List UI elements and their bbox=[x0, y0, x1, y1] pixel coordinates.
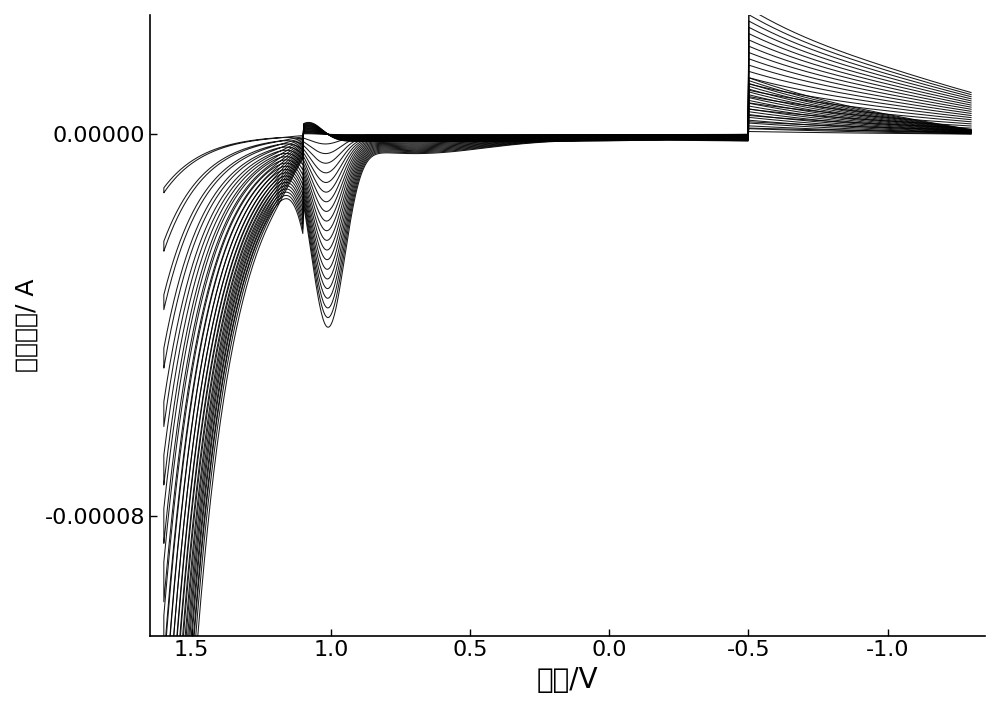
Y-axis label: 响应电流/ A: 响应电流/ A bbox=[15, 279, 39, 372]
X-axis label: 电位/V: 电位/V bbox=[537, 666, 598, 694]
